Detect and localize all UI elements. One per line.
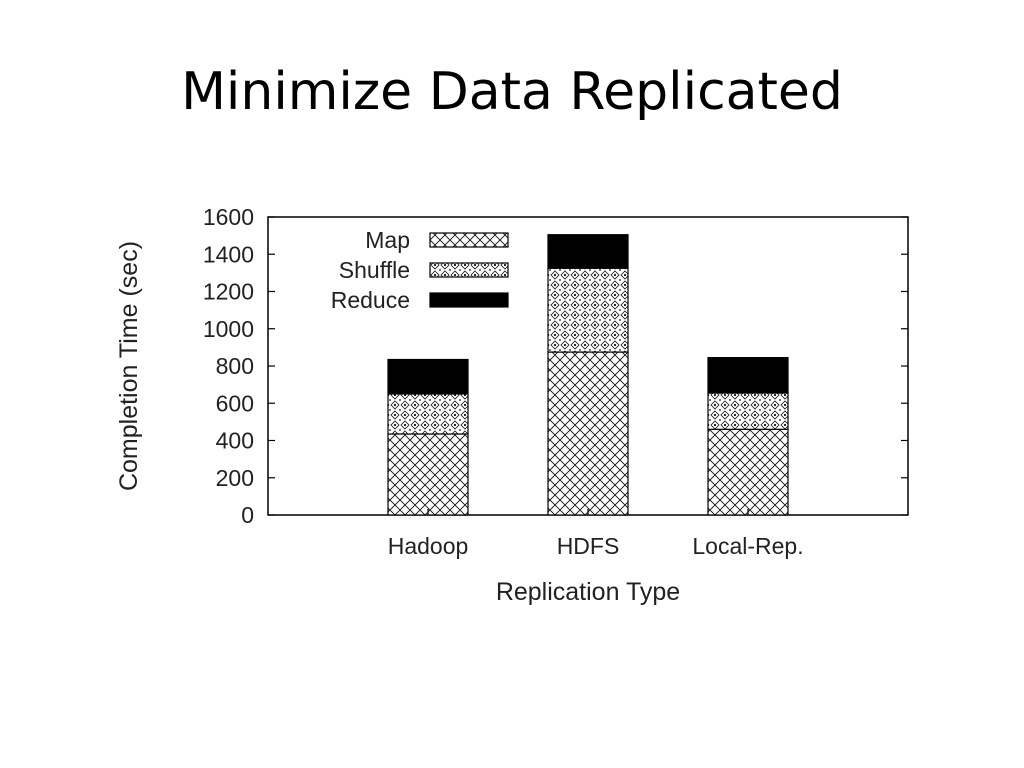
bar-reduce-localrep <box>707 357 789 394</box>
bar-map-localrep <box>707 428 789 516</box>
x-tick-label: Local-Rep. <box>692 533 803 559</box>
bar-reduce-hadoop <box>387 358 469 395</box>
y-tick-label: 600 <box>216 390 254 416</box>
y-tick-label: 400 <box>216 428 254 454</box>
bar-map-hadoop <box>387 433 469 516</box>
bar-map-hdfs <box>547 351 629 516</box>
legend-swatch-shuffle <box>429 262 509 278</box>
y-tick-label: 1000 <box>203 316 254 342</box>
x-axis-label: Replication Type <box>496 578 680 606</box>
legend-swatch-map <box>429 232 509 248</box>
legend-label-reduce: Reduce <box>331 287 410 313</box>
bar-reduce-hdfs <box>547 234 629 269</box>
y-tick-label: 200 <box>216 465 254 491</box>
x-tick-label: HDFS <box>557 533 620 559</box>
y-tick-label: 1400 <box>203 241 254 267</box>
slide-title: Minimize Data Replicated <box>181 62 843 122</box>
legend-label-map: Map <box>365 227 410 253</box>
y-tick-label: 800 <box>216 353 254 379</box>
y-tick-label: 1600 <box>203 204 254 230</box>
y-tick-label: 1200 <box>203 279 254 305</box>
bar-shuffle-hadoop <box>387 393 469 435</box>
bar-shuffle-hdfs <box>547 267 629 353</box>
x-tick-label: Hadoop <box>388 533 469 559</box>
y-tick-label: 0 <box>241 502 254 528</box>
y-axis-label: Completion Time (sec) <box>115 241 143 491</box>
legend-swatch-reduce <box>429 292 509 308</box>
bar-shuffle-localrep <box>707 392 789 430</box>
legend-label-shuffle: Shuffle <box>339 257 410 283</box>
